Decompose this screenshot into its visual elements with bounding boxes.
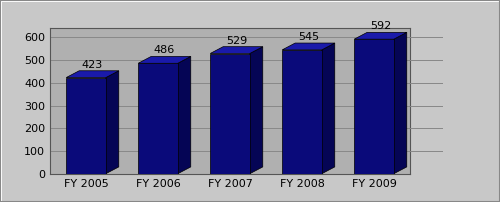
Polygon shape [354, 32, 407, 39]
Polygon shape [210, 47, 263, 54]
Polygon shape [178, 56, 191, 174]
Text: 486: 486 [154, 45, 175, 55]
Polygon shape [322, 43, 335, 174]
Polygon shape [282, 43, 335, 50]
Text: 545: 545 [298, 32, 319, 42]
Polygon shape [210, 54, 250, 174]
Polygon shape [138, 63, 178, 174]
Polygon shape [66, 71, 119, 78]
Polygon shape [106, 71, 119, 174]
Polygon shape [282, 50, 322, 174]
Polygon shape [138, 56, 191, 63]
Polygon shape [354, 39, 394, 174]
Text: 529: 529 [226, 36, 247, 45]
Polygon shape [66, 78, 106, 174]
Polygon shape [250, 47, 263, 174]
Polygon shape [394, 32, 407, 174]
Text: 592: 592 [370, 21, 391, 31]
Text: 423: 423 [82, 60, 103, 70]
